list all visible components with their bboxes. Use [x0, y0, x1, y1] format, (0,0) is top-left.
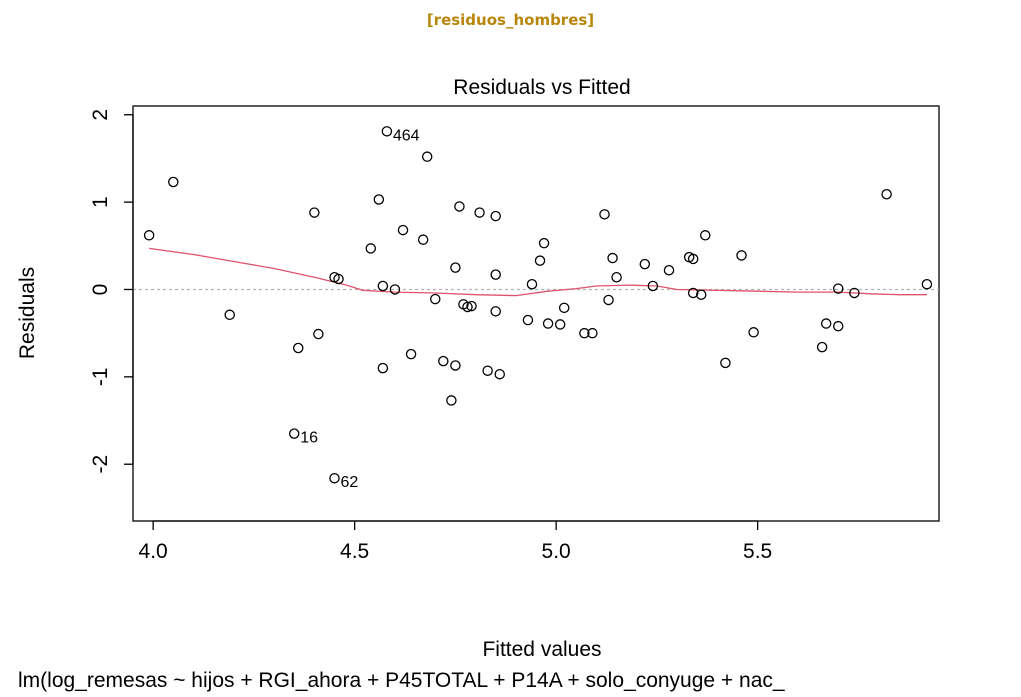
data-point — [373, 194, 385, 205]
data-point — [309, 207, 320, 218]
data-point — [538, 237, 550, 249]
model-caption: lm(log_remesas ~ hijos + RGI_ahora + P45… — [18, 669, 785, 692]
point-label: 464 — [393, 127, 420, 144]
data-point — [603, 294, 614, 306]
data-point — [405, 348, 417, 360]
y-tick-label: -1 — [89, 367, 112, 386]
data-point — [695, 289, 707, 300]
data-point — [611, 271, 622, 283]
x-tick-label: 4.5 — [340, 540, 369, 563]
data-point — [522, 314, 534, 326]
data-point — [143, 230, 155, 241]
x-axis: 4.0 4.5 5.0 5.5 — [139, 520, 772, 563]
chart-title: Residuals vs Fitted — [453, 76, 630, 99]
x-tick-label: 5.5 — [743, 540, 772, 563]
point-label: 62 — [341, 474, 359, 491]
y-tick-label: -2 — [89, 455, 112, 474]
data-point — [313, 328, 324, 340]
y-axis-label: Residuals — [16, 267, 39, 359]
data-point — [687, 253, 699, 265]
y-axis: -2 -1 0 1 2 — [89, 109, 134, 474]
point-label: 16 — [300, 430, 318, 447]
data-point — [292, 342, 304, 354]
data-point — [377, 362, 389, 374]
x-tick-label: 5.0 — [542, 540, 571, 563]
data-point — [168, 176, 179, 188]
data-point — [389, 284, 401, 295]
data-point — [397, 224, 409, 236]
data-point — [849, 287, 860, 299]
data-point — [429, 293, 441, 305]
data-point — [377, 280, 389, 292]
y-tick-label: 0 — [89, 284, 112, 296]
data-point — [490, 306, 501, 317]
data-point — [579, 327, 590, 339]
data-point — [381, 126, 393, 137]
data-point — [921, 278, 933, 290]
data-point — [450, 262, 461, 273]
data-point — [687, 287, 699, 299]
data-point — [736, 250, 747, 261]
points-group — [143, 126, 933, 484]
data-point — [748, 327, 759, 338]
data-point — [534, 255, 546, 266]
data-point — [833, 320, 844, 332]
output-header: [residuos_hombres] — [426, 11, 595, 29]
point-labels-group: 464 16 62 — [300, 127, 419, 491]
data-point — [599, 209, 610, 220]
data-point — [333, 273, 344, 285]
data-point — [438, 355, 449, 367]
data-point — [288, 428, 300, 439]
data-point — [490, 269, 501, 280]
data-point — [587, 327, 598, 339]
data-point — [542, 318, 554, 329]
data-point — [720, 357, 731, 369]
data-point — [417, 234, 429, 245]
data-point — [607, 252, 618, 264]
data-point — [490, 210, 501, 222]
x-tick-label: 4.0 — [139, 540, 168, 563]
data-point — [365, 243, 377, 254]
data-point — [446, 395, 457, 406]
data-point — [421, 151, 433, 162]
y-tick-label: 1 — [89, 196, 112, 208]
data-point — [700, 230, 711, 241]
data-point — [474, 207, 485, 218]
data-point — [482, 365, 493, 376]
data-point — [450, 360, 461, 371]
data-point — [816, 341, 828, 353]
data-point — [558, 302, 570, 314]
data-point — [663, 265, 675, 276]
data-point — [647, 280, 659, 292]
data-point — [526, 278, 538, 290]
data-point — [329, 472, 340, 484]
smoother-line — [149, 247, 927, 297]
x-axis-label: Fitted values — [482, 638, 601, 661]
data-point — [833, 283, 844, 294]
data-point — [639, 258, 651, 270]
data-point — [224, 309, 235, 321]
y-tick-label: 2 — [89, 109, 112, 121]
data-point — [881, 188, 892, 200]
data-point — [462, 301, 473, 313]
plot-frame — [132, 105, 940, 522]
data-point — [820, 318, 832, 329]
data-point — [554, 319, 566, 330]
data-point — [494, 368, 505, 380]
data-point — [454, 201, 465, 212]
data-point — [466, 300, 477, 312]
